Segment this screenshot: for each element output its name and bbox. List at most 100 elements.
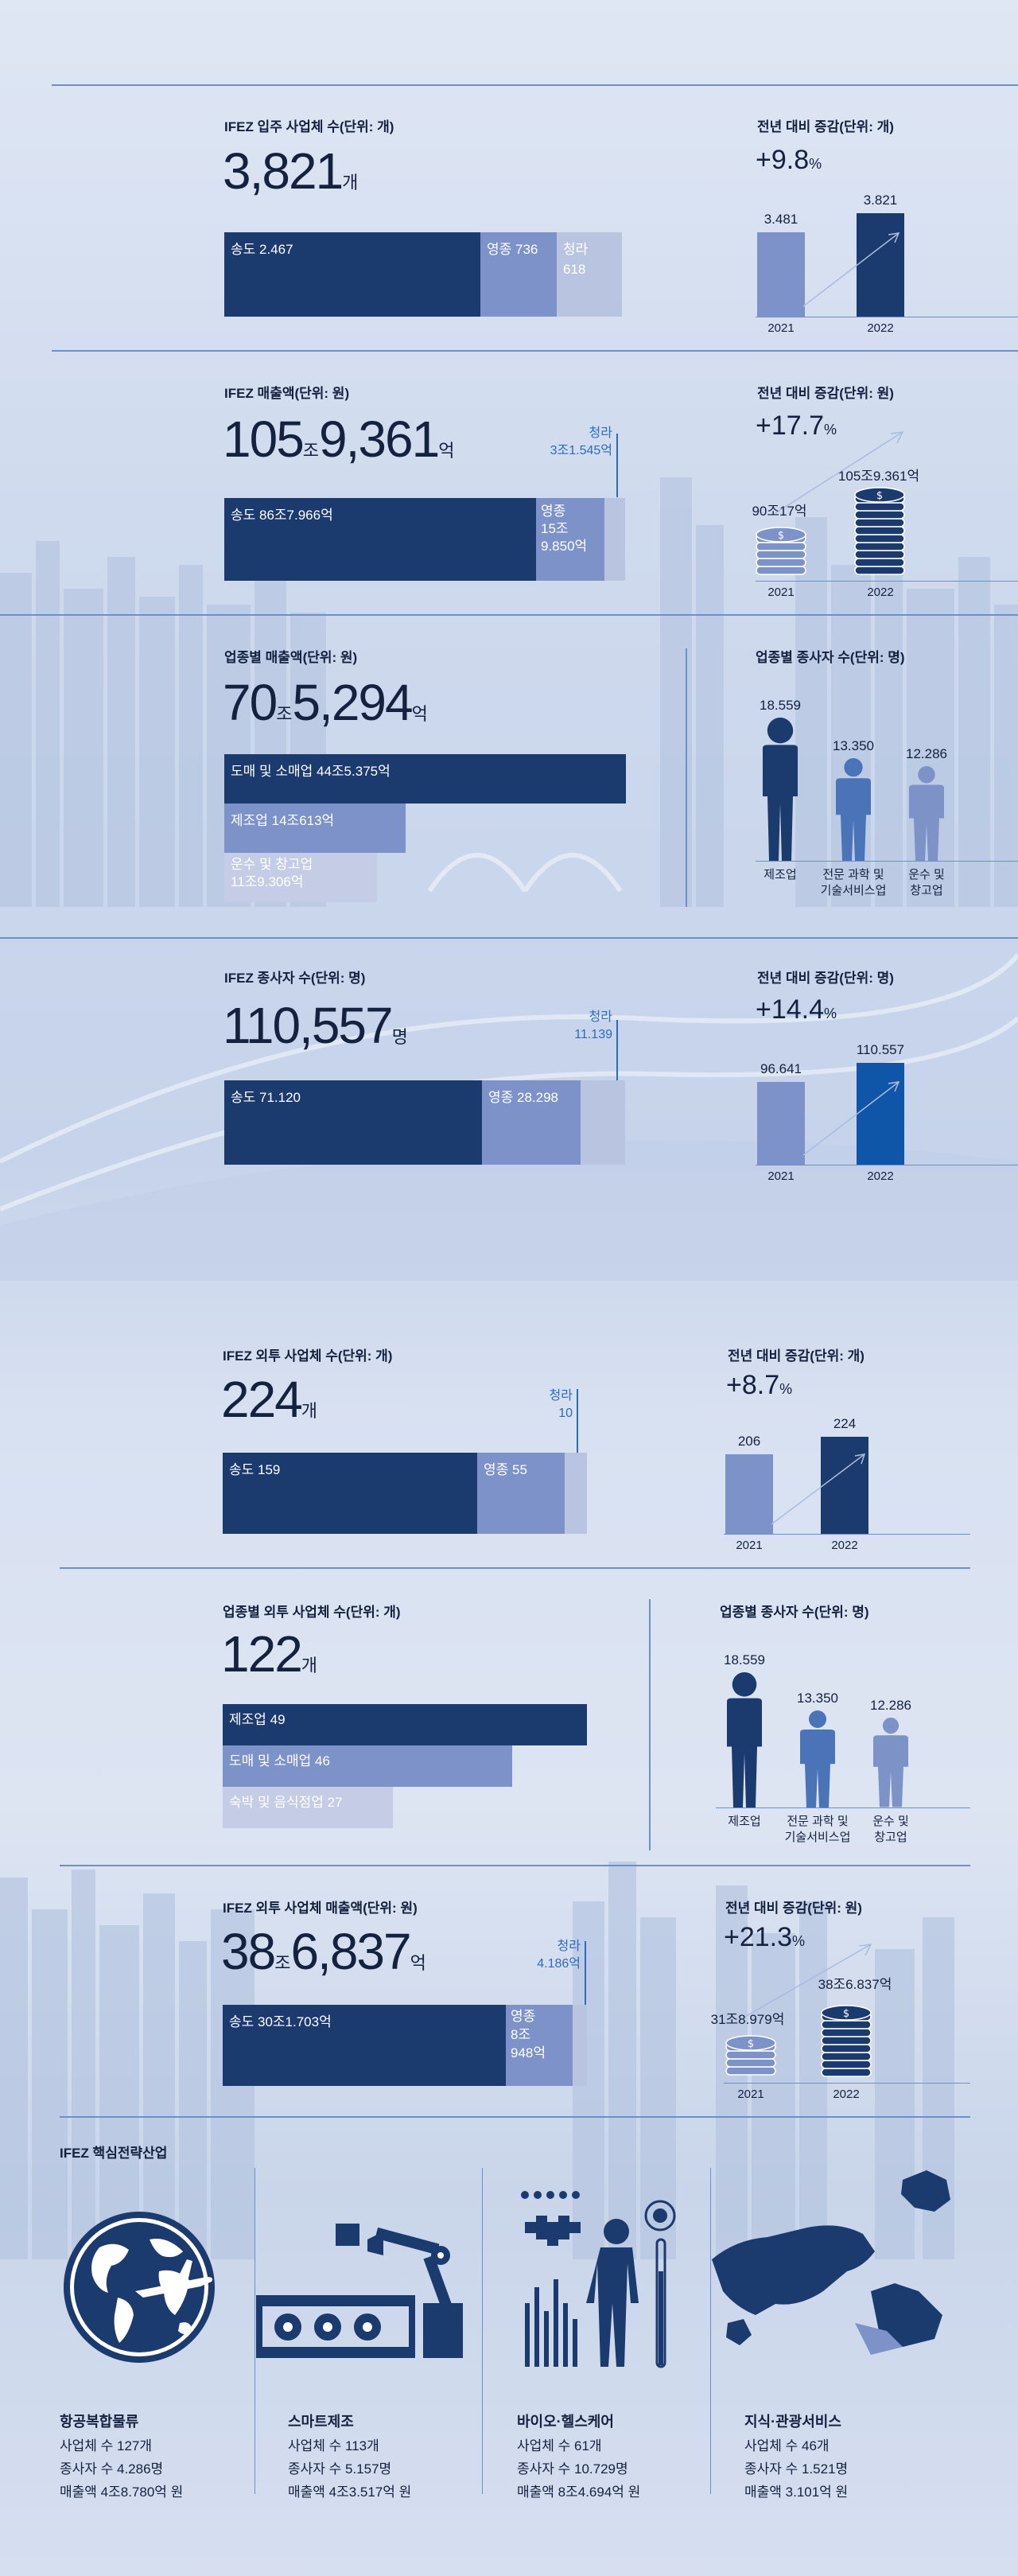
sec2-yoy: +17.7% [756, 411, 837, 441]
sec2-bar-label-2021: 90조17억 [752, 504, 807, 519]
sec7-bar-label-2021: 31조8.979억 [710, 2012, 785, 2027]
city-skyline-background-2 [0, 1862, 954, 2259]
sec3-row-manufacturing: 제조업 14조613억 [224, 804, 406, 853]
sec2-seg-cheongna [604, 498, 625, 581]
sec4-trend-arrow [802, 1081, 900, 1156]
industry-knowledge-firms: 사업체 수 46개 [744, 2438, 830, 2453]
industry-bio-firms: 사업체 수 61개 [517, 2438, 602, 2453]
person-icon [909, 765, 944, 861]
industry-aviation-firms: 사업체 수 127개 [60, 2438, 153, 2453]
sec7-bar-label-2022: 38조6.837억 [818, 1977, 892, 1992]
callout-line [585, 1941, 586, 2008]
coin [854, 526, 905, 535]
sec2-title: IFEZ 매출액(단위: 원) [224, 386, 350, 401]
person-value-label: 13.350 [833, 737, 874, 753]
person-figure [870, 1718, 911, 1807]
sec3-title: 업종별 매출액(단위: 원) [224, 650, 358, 665]
sec1-bar-2021 [757, 232, 805, 317]
sec3-row-wholesale: 도매 및 소매업 44조5.375억 [224, 754, 626, 804]
sec4-title: IFEZ 종사자 수(단위: 명) [224, 971, 366, 986]
coin [756, 542, 806, 551]
sec1-bar-label-2022: 3.821 [863, 193, 898, 208]
vertical-divider [649, 1599, 651, 1850]
sec2-seg-yeongjong: 영종 15조 9.850억 [536, 498, 604, 581]
person-value-label: 12.286 [870, 1698, 911, 1714]
sec3-row-transport: 운수 및 창고업 11조9.306억 [224, 853, 377, 902]
sec4-total: 110,557명 [223, 997, 408, 1054]
sec2-seg-songdo: 송도 86조7.966억 [224, 498, 536, 581]
currency-symbol-icon: $ [876, 490, 883, 502]
sec1-yoy-title: 전년 대비 증감(단위: 개) [757, 119, 894, 134]
sec2-total: 105조9,361억 [223, 411, 455, 468]
sec5-callout-cheongna: 청라 10 [549, 1389, 573, 1420]
coin [854, 534, 905, 543]
sec5-bar-2021 [725, 1454, 773, 1534]
industry-bio-revenue: 매출액 8조4.694억 원 [517, 2485, 641, 2500]
sec5-seg-yeongjong: 영종 55 [477, 1453, 565, 1534]
sec5-title: IFEZ 외투 사업체 수(단위: 개) [223, 1348, 393, 1364]
currency-symbol-icon: $ [748, 2038, 754, 2050]
sec4-bar-2021 [757, 1082, 805, 1165]
sec2-coin-stack-2021: $ [756, 527, 806, 575]
sec4-seg-songdo: 송도 71.120 [224, 1080, 482, 1165]
sec5-trend-arrow [771, 1453, 866, 1525]
vertical-divider [254, 2168, 255, 2494]
industries-title: IFEZ 핵심전략산업 [60, 2146, 168, 2161]
sec1-bar-2022 [857, 213, 904, 317]
sec7-callout-cheongna: 청라 4.186억 [537, 1940, 581, 1971]
sec7-total: 38조6,837억 [221, 1923, 426, 1980]
coin [854, 502, 905, 512]
vertical-divider [710, 2168, 711, 2494]
sec4-bar-label-2022: 110.557 [856, 1042, 905, 1057]
sec7-seg-cheongna [573, 2005, 587, 2086]
person-value-label: 12.286 [906, 745, 947, 761]
industry-smart-employees: 종사자 수 5.157명 [288, 2461, 392, 2477]
coin [725, 2050, 776, 2060]
coin [854, 518, 905, 527]
sec7-yoy-title: 전년 대비 증감(단위: 원) [725, 1901, 862, 1916]
axis [756, 861, 1018, 862]
coin [854, 558, 905, 567]
smart-factory-icon [256, 2224, 463, 2358]
sec1-year-2021: 2021 [767, 321, 795, 335]
person-figure [833, 757, 874, 861]
sec1-seg-songdo: 송도 2.467 [224, 232, 480, 317]
coin [821, 2036, 872, 2045]
sec4-yoy: +14.4% [756, 994, 837, 1025]
coin [725, 2058, 776, 2068]
sec7-yoy: +21.3% [724, 1922, 806, 1952]
person-icon [727, 1672, 762, 1807]
coin [854, 550, 905, 559]
axis [724, 2083, 970, 2084]
sec2-trend-arrow [775, 431, 904, 514]
axis [724, 1534, 970, 1535]
sec6-people-chart: 18.559 제조업 13.350 전문 과학 및 기술서비스업 12.286 운수 및… [712, 1627, 982, 1858]
person-category-label: 전문 과학 및 기술서비스업 [820, 868, 887, 897]
sec4-bar-label-2021: 96.641 [760, 1061, 802, 1076]
person-icon [800, 1710, 835, 1807]
coin-top [821, 2005, 872, 2021]
sec1-bar-label-2021: 3.481 [764, 212, 798, 227]
industry-aviation-revenue: 매출액 4조8.780억 원 [60, 2485, 184, 2500]
coin-top [725, 2035, 776, 2051]
sec2-year-2022: 2022 [867, 586, 894, 599]
person-category-label: 제조업 [764, 868, 797, 881]
sec6-row-wholesale: 도매 및 소매업 46 [223, 1745, 512, 1787]
sec2-yoy-title: 전년 대비 증감(단위: 원) [757, 386, 894, 401]
coin [821, 2060, 872, 2069]
sec1-seg-cheongna: 청라 618 [557, 232, 622, 317]
industry-aviation-employees: 종사자 수 4.286명 [60, 2461, 164, 2477]
industry-name-knowledge: 지식·관광서비스 [744, 2414, 841, 2430]
divider [60, 1567, 970, 1569]
sec4-seg-cheongna [581, 1080, 625, 1165]
coin-top [854, 487, 905, 503]
sec4-callout-cheongna: 청라 11.139 [574, 1010, 612, 1041]
sec2-callout-cheongna: 청라 3조1.545억 [550, 426, 612, 457]
person-figure [724, 1672, 765, 1807]
incheon-map-icon [712, 2170, 950, 2355]
coin [854, 542, 905, 551]
callout-line [616, 1020, 618, 1084]
industry-bio-employees: 종사자 수 10.729명 [517, 2461, 628, 2477]
sec5-seg-songdo: 송도 159 [223, 1453, 477, 1534]
industry-name-bio: 바이오·헬스케어 [517, 2414, 614, 2430]
